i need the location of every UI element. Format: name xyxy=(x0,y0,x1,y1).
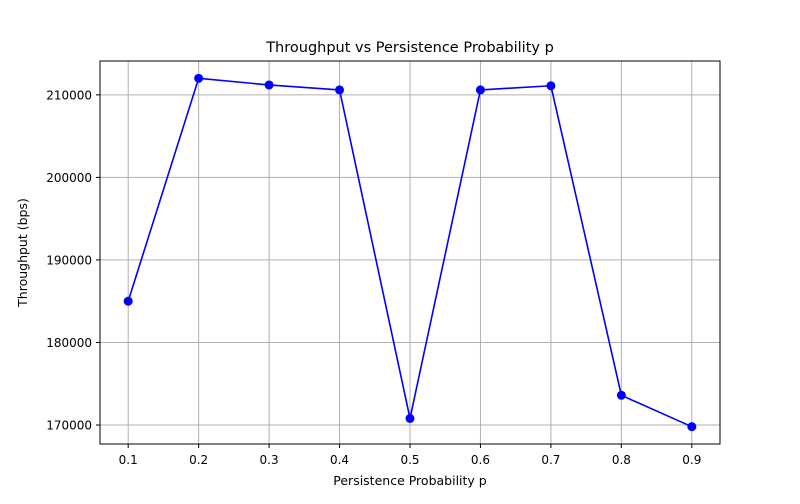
data-point xyxy=(123,296,133,306)
grid xyxy=(100,61,720,444)
y-tick-label: 190000 xyxy=(46,253,92,267)
y-tick-label: 210000 xyxy=(46,88,92,102)
x-tick-label: 0.2 xyxy=(189,453,208,467)
x-axis-label: Persistence Probability p xyxy=(333,473,487,488)
data-point xyxy=(264,80,274,90)
series-layer xyxy=(123,73,697,432)
x-tick-label: 0.8 xyxy=(612,453,631,467)
x-tick-label: 0.4 xyxy=(330,453,349,467)
data-point xyxy=(405,413,415,423)
data-point xyxy=(194,73,204,83)
data-point xyxy=(335,85,345,95)
x-tick-label: 0.5 xyxy=(400,453,419,467)
y-axis-ticks: 170000 180000 190000 200000 210000 xyxy=(46,88,100,433)
y-tick-label: 180000 xyxy=(46,336,92,350)
y-tick-label: 170000 xyxy=(46,419,92,433)
x-tick-label: 0.6 xyxy=(471,453,490,467)
y-axis-label: Throughput (bps) xyxy=(15,198,30,308)
x-axis-ticks: 0.1 0.2 0.3 0.4 0.5 0.6 0.7 0.8 0.9 xyxy=(119,444,701,467)
data-point xyxy=(475,85,485,95)
chart-title: Throughput vs Persistence Probability p xyxy=(265,40,554,56)
x-tick-label: 0.1 xyxy=(119,453,138,467)
x-tick-label: 0.7 xyxy=(541,453,560,467)
data-point xyxy=(546,81,556,91)
x-tick-label: 0.9 xyxy=(682,453,701,467)
data-point xyxy=(616,390,626,400)
data-point xyxy=(687,422,697,432)
y-tick-label: 200000 xyxy=(46,171,92,185)
x-tick-label: 0.3 xyxy=(260,453,279,467)
